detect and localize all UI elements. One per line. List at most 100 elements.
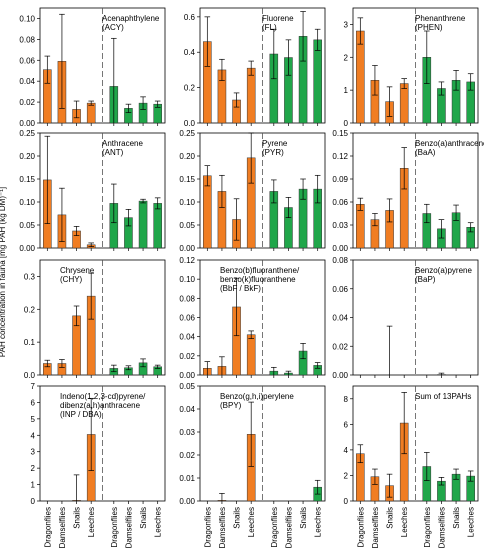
panel-title: Phenanthrene xyxy=(415,14,466,23)
panel-title: Benzo(a)anthracene xyxy=(415,139,484,148)
x-category-label: Snails xyxy=(452,507,461,529)
panel-title: dibenz(a,h)anthracene xyxy=(60,401,141,410)
y-tick-label: 0.05 xyxy=(179,221,195,230)
y-tick-label: 0.10 xyxy=(19,198,35,207)
y-tick-label: 0.15 xyxy=(19,175,35,184)
y-tick-label: 0.20 xyxy=(19,152,35,161)
y-tick-label: 0.04 xyxy=(179,405,195,414)
x-category-label: Dragonflies xyxy=(423,507,432,547)
panel-title: (BaP) xyxy=(415,275,436,284)
x-category-label: Leeches xyxy=(247,507,256,537)
y-tick-label: 0 xyxy=(344,497,349,506)
y-tick-label: 6 xyxy=(344,420,349,429)
y-tick-label: 0.12 xyxy=(332,152,348,161)
panel-title: Benzo(a)pyrene xyxy=(415,266,472,275)
y-tick-label: 0.06 xyxy=(19,56,35,65)
bar xyxy=(247,68,255,123)
x-category-label: Damselflies xyxy=(58,507,67,548)
y-tick-label: 7 xyxy=(31,382,36,391)
y-tick-label: 0.1 xyxy=(24,338,36,347)
y-tick-label: 0 xyxy=(344,119,349,128)
y-tick-label: 0.02 xyxy=(19,98,35,107)
y-tick-label: 5 xyxy=(31,415,36,424)
y-tick-label: 0.05 xyxy=(19,221,35,230)
bar xyxy=(314,40,322,123)
y-tick-label: 0.02 xyxy=(179,451,195,460)
panel-title: (BaA) xyxy=(415,148,436,157)
x-category-label: Damselflies xyxy=(284,507,293,548)
y-tick-label: 0.00 xyxy=(179,244,195,253)
panel-title: Chrysene xyxy=(60,266,95,275)
x-category-label: Leeches xyxy=(154,507,163,537)
panel-10: 01234567Indeno(1,2,3-cd)pyrene/dibenz(a,… xyxy=(31,382,165,548)
y-tick-label: 0.06 xyxy=(332,285,348,294)
y-tick-label: 0.05 xyxy=(179,382,195,391)
bar xyxy=(400,84,408,123)
panel-title: Benzo(b)fluoranthene/ xyxy=(220,266,300,275)
y-tick-label: 0 xyxy=(31,497,36,506)
x-category-label: Damselflies xyxy=(371,507,380,548)
x-category-label: Dragonflies xyxy=(270,507,279,547)
y-tick-label: 0.10 xyxy=(19,14,35,23)
panel-title: (INP / DBA) xyxy=(60,410,102,419)
y-tick-label: 1 xyxy=(31,481,36,490)
y-tick-label: 0.10 xyxy=(179,275,195,284)
x-category-label: Leeches xyxy=(314,507,323,537)
y-tick-label: 0.00 xyxy=(332,371,348,380)
y-tick-label: 0.12 xyxy=(179,256,195,265)
y-tick-label: 0.09 xyxy=(332,175,348,184)
y-tick-label: 0.04 xyxy=(179,333,195,342)
y-tick-label: 0.25 xyxy=(179,129,195,138)
x-category-label: Snails xyxy=(386,507,395,529)
y-tick-label: 0.03 xyxy=(332,221,348,230)
y-tick-label: 0.01 xyxy=(179,474,195,483)
x-category-label: Dragonflies xyxy=(43,507,52,547)
y-tick-label: 0.00 xyxy=(179,497,195,506)
x-category-label: Snails xyxy=(299,507,308,529)
y-tick-label: 0.25 xyxy=(19,129,35,138)
y-tick-label: 0.00 xyxy=(19,119,35,128)
y-tick-label: 0.00 xyxy=(179,371,195,380)
bar xyxy=(139,201,147,248)
y-tick-label: 0.08 xyxy=(332,256,348,265)
bar xyxy=(203,176,211,248)
y-tick-label: 3 xyxy=(344,20,349,29)
y-tick-label: 0.2 xyxy=(184,84,196,93)
panel-title: (PYR) xyxy=(262,148,284,157)
y-tick-label: 0.06 xyxy=(332,198,348,207)
panel-title: Benzo(g,h,i)perylene xyxy=(220,392,294,401)
y-tick-label: 1 xyxy=(344,86,349,95)
y-tick-label: 0.10 xyxy=(179,198,195,207)
panel-title: Anthracene xyxy=(102,139,143,148)
x-category-label: Dragonflies xyxy=(356,507,365,547)
panel-title: Sum of 13PAHs xyxy=(415,392,471,401)
y-tick-label: 0.15 xyxy=(332,129,348,138)
y-tick-label: 2 xyxy=(344,53,349,62)
panel-11: 0.000.010.020.030.040.05Benzo(g,h,i)pery… xyxy=(179,382,325,548)
y-tick-label: 8 xyxy=(344,395,349,404)
panel-title: (CHY) xyxy=(60,275,83,284)
y-tick-label: 0.04 xyxy=(332,314,348,323)
x-category-label: Damselflies xyxy=(218,507,227,548)
y-tick-label: 0.04 xyxy=(19,77,35,86)
y-tick-label: 0.08 xyxy=(179,294,195,303)
y-tick-label: 0.02 xyxy=(179,352,195,361)
y-tick-label: 0.15 xyxy=(179,175,195,184)
bar xyxy=(87,103,95,123)
panel-title: Acenaphthylene xyxy=(102,14,160,23)
panel-title: Fluorene xyxy=(262,14,294,23)
y-tick-label: 4 xyxy=(344,446,349,455)
y-tick-label: 0.06 xyxy=(179,314,195,323)
x-category-label: Dragonflies xyxy=(110,507,119,547)
panel-title: (ACY) xyxy=(102,23,124,32)
x-category-label: Damselflies xyxy=(124,507,133,548)
